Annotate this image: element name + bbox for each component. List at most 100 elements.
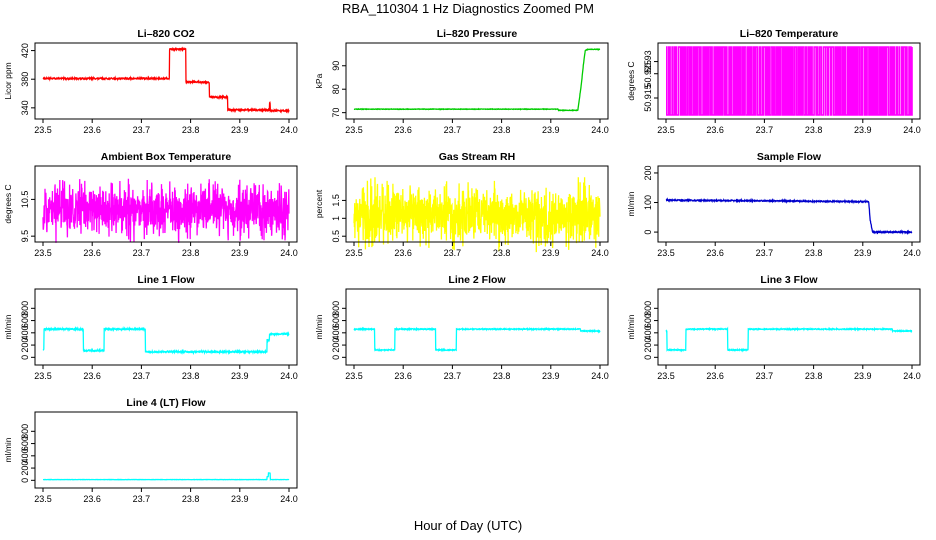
y-tick-label: 0.5 (331, 230, 341, 243)
x-tick-label: 24.0 (591, 371, 609, 381)
x-tick-label: 23.6 (394, 371, 412, 381)
x-tick-label: 23.7 (444, 371, 462, 381)
panel-title: Line 1 Flow (137, 274, 195, 286)
data-series-line (353, 326, 601, 353)
panel-title: Li–820 Temperature (740, 28, 839, 40)
y-tick-label: 600 (20, 436, 30, 451)
x-tick-label: 23.8 (182, 371, 200, 381)
chart-panel: Line 2 Flow ml/min 23.5 23.6 23.7 23.8 23.9 24.… (314, 274, 609, 381)
x-tick-label: 23.5 (34, 371, 52, 381)
panel-title: Ambient Box Temperature (101, 151, 232, 163)
y-tick-label: 340 (20, 100, 30, 115)
x-tick-label: 23.9 (231, 248, 249, 258)
x-tick-label: 23.7 (133, 125, 151, 135)
y-axis-label: ml/min (314, 314, 324, 339)
x-tick-label: 23.8 (805, 248, 823, 258)
chart-panel: Sample Flow ml/min 23.5 23.6 23.7 23.8 23.9 24.… (626, 151, 921, 258)
plot-frame (345, 288, 609, 366)
x-tick-label: 23.6 (83, 248, 101, 258)
panel-title: Sample Flow (757, 151, 822, 163)
x-tick-label: 24.0 (903, 125, 921, 135)
x-tick-label: 23.6 (706, 125, 724, 135)
y-tick-label: 420 (20, 43, 30, 58)
x-tick-label: 24.0 (280, 371, 298, 381)
data-series-line (43, 472, 290, 481)
x-tick-label: 23.9 (854, 248, 872, 258)
x-tick-label: 23.8 (805, 371, 823, 381)
x-tick-label: 23.6 (83, 494, 101, 504)
chart-panel: Line 1 Flow ml/min 23.5 23.6 23.7 23.8 23.9 24.… (3, 274, 298, 381)
y-tick-label: 0 (20, 355, 30, 360)
plot-frame (34, 42, 298, 120)
x-tick-label: 23.6 (394, 248, 412, 258)
y-tick-label: 0 (643, 230, 653, 235)
x-tick-label: 23.7 (133, 494, 151, 504)
x-tick-label: 23.9 (854, 371, 872, 381)
x-tick-label: 23.9 (542, 125, 560, 135)
plot-frame (345, 42, 609, 120)
y-axis-label: ml/min (3, 314, 13, 339)
x-tick-label: 23.7 (756, 125, 774, 135)
panel-title: Line 3 Flow (760, 274, 818, 286)
x-tick-label: 23.8 (493, 248, 511, 258)
x-tick-label: 23.7 (756, 248, 774, 258)
panel-title: Li–820 Pressure (437, 28, 518, 40)
y-tick-label: 0 (643, 355, 653, 360)
data-series-line (665, 197, 913, 236)
x-tick-label: 23.9 (231, 371, 249, 381)
y-tick-label: 400 (331, 325, 341, 340)
y-tick-label: 800 (643, 301, 653, 316)
x-tick-label: 23.7 (444, 125, 462, 135)
chart-panel: Li–820 Temperature degrees C 23.5 23.6 23.7 2… (626, 28, 921, 135)
x-tick-label: 23.9 (231, 125, 249, 135)
x-tick-label: 24.0 (903, 371, 921, 381)
y-tick-label: 0 (331, 355, 341, 360)
x-tick-label: 24.0 (591, 125, 609, 135)
x-tick-label: 23.8 (182, 494, 200, 504)
y-tick-label: 200 (20, 338, 30, 353)
plot-frame (34, 411, 298, 489)
data-series-line (353, 177, 601, 253)
x-tick-label: 23.5 (34, 125, 52, 135)
y-axis-label: degrees C (3, 184, 13, 223)
y-tick-label: 50.925 (643, 60, 653, 88)
y-tick-label: 600 (20, 313, 30, 328)
chart-panel: Li–820 CO2 Licor ppm 23.5 23.6 23.7 23.8 23.9 2… (3, 28, 298, 135)
y-tick-label: 50.915 (643, 84, 653, 112)
x-tick-label: 23.7 (756, 371, 774, 381)
chart-panel: Line 4 (LT) Flow ml/min 23.5 23.6 23.7 23.8 23… (3, 397, 298, 504)
y-tick-label: 50.93 (643, 50, 653, 73)
x-tick-label: 23.6 (83, 371, 101, 381)
x-tick-label: 24.0 (903, 248, 921, 258)
y-tick-label: 400 (20, 325, 30, 340)
x-tick-label: 23.5 (657, 248, 675, 258)
y-tick-label: 200 (643, 165, 653, 180)
x-tick-label: 23.6 (394, 125, 412, 135)
y-tick-label: 70 (331, 108, 341, 118)
data-series-line (42, 46, 290, 114)
y-axis-label: ml/min (626, 191, 636, 216)
y-tick-label: 800 (20, 424, 30, 439)
x-tick-label: 23.8 (805, 125, 823, 135)
y-tick-label: 600 (331, 313, 341, 328)
y-tick-label: 9.5 (20, 230, 30, 243)
panel-title: Line 2 Flow (448, 274, 506, 286)
y-axis-label: degrees C (626, 61, 636, 100)
chart-panel: Li–820 Pressure kPa 23.5 23.6 23.7 23.8 23.9 24… (314, 28, 609, 135)
y-tick-label: 600 (643, 313, 653, 328)
x-tick-label: 23.9 (854, 125, 872, 135)
x-tick-label: 23.5 (657, 371, 675, 381)
x-tick-label: 23.6 (706, 248, 724, 258)
x-tick-label: 23.8 (493, 125, 511, 135)
panel-title: Li–820 CO2 (137, 28, 194, 40)
x-tick-label: 23.5 (34, 248, 52, 258)
x-tick-label: 23.7 (133, 371, 151, 381)
data-series-line (42, 178, 290, 243)
x-tick-label: 23.9 (542, 371, 560, 381)
x-tick-label: 23.5 (34, 494, 52, 504)
y-tick-label: 90 (331, 61, 341, 71)
x-tick-label: 23.8 (182, 125, 200, 135)
x-tick-label: 23.9 (542, 248, 560, 258)
plot-frame (657, 288, 921, 366)
x-tick-label: 24.0 (280, 125, 298, 135)
